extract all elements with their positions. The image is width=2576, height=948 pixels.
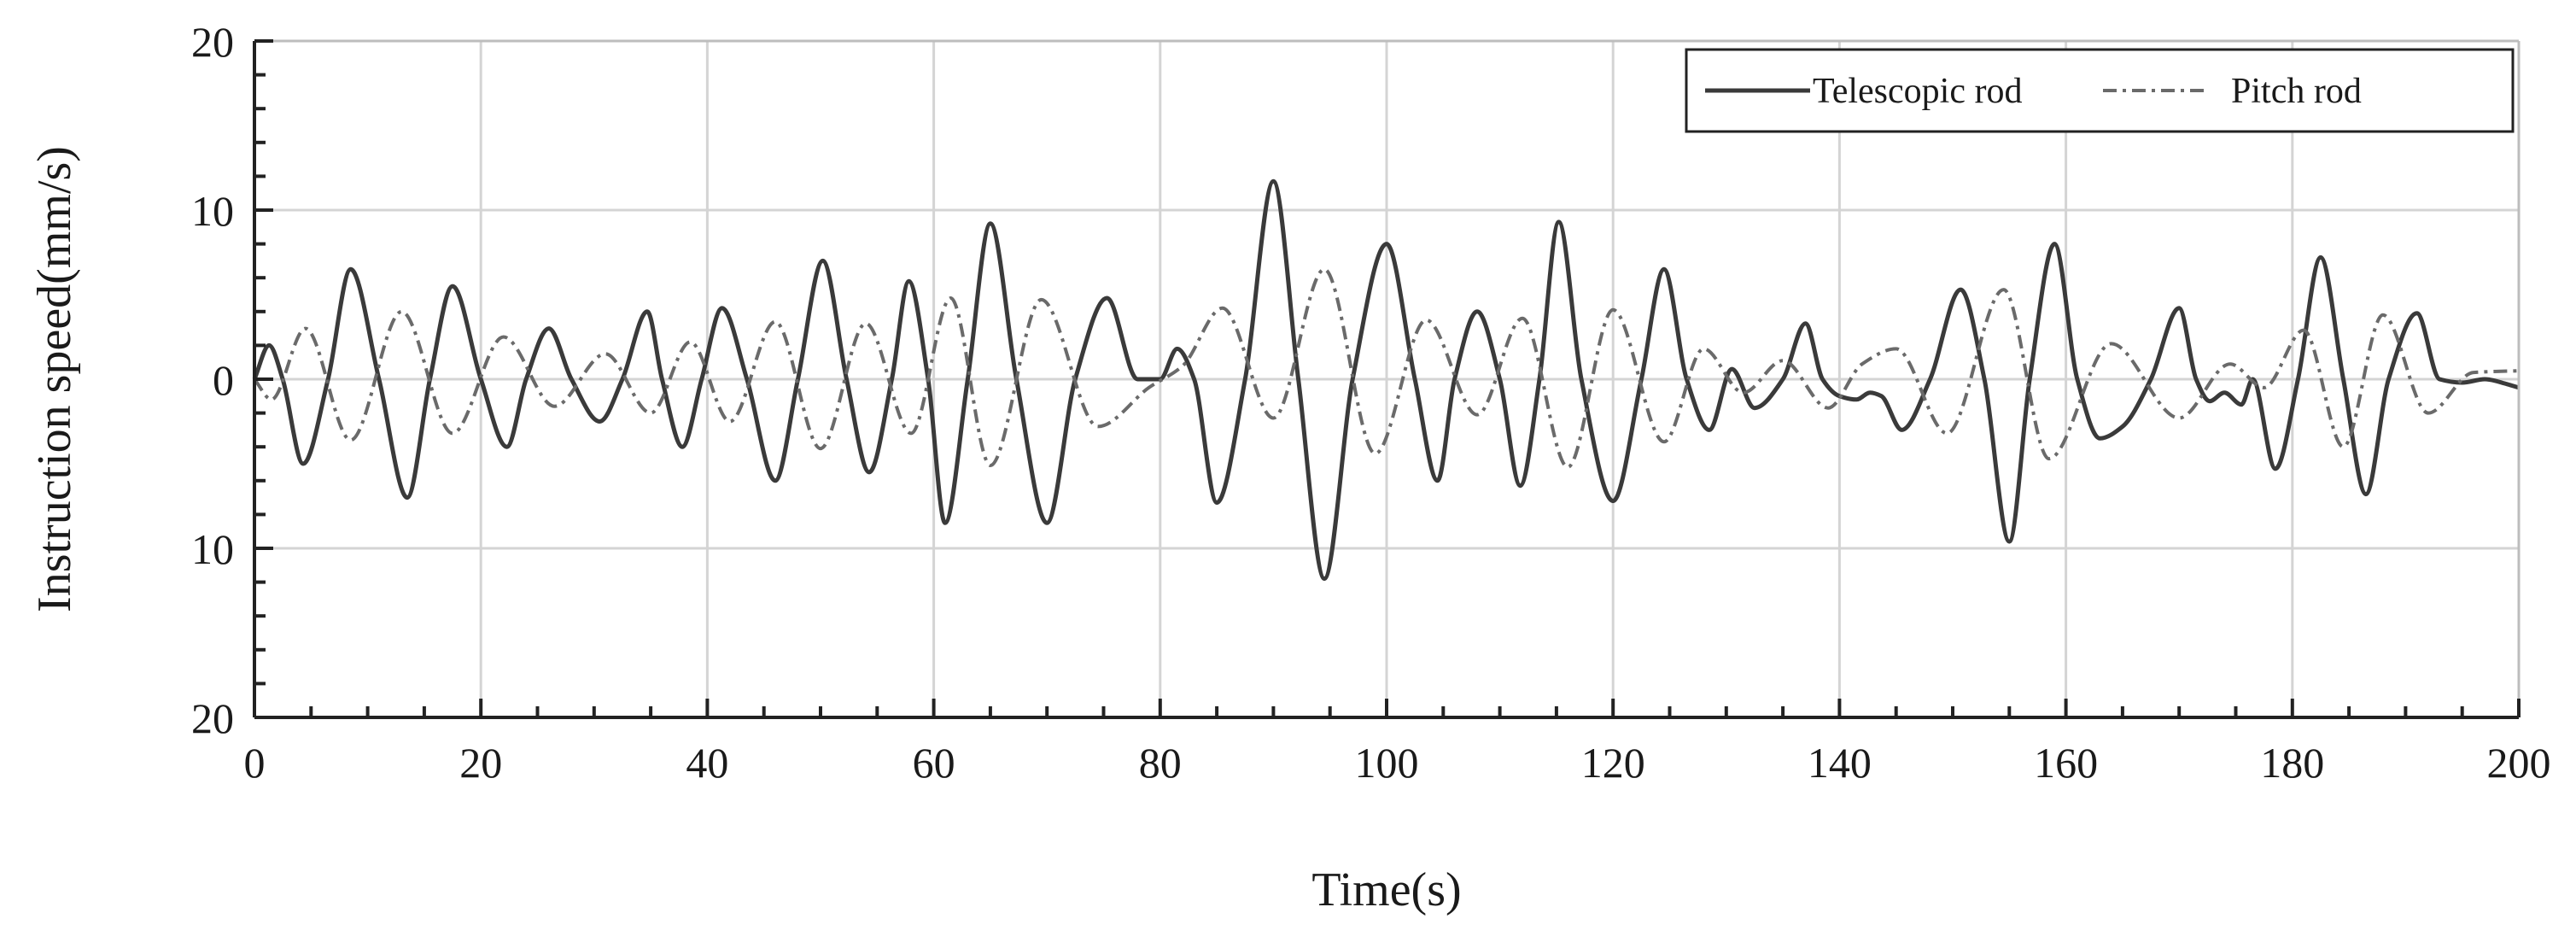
y-tick-label: 10 — [191, 525, 234, 573]
x-tick-label: 20 — [459, 739, 502, 787]
x-tick-label: 0 — [244, 739, 266, 787]
y-axis-title: Instruction speed(mm/s) — [28, 146, 81, 612]
x-tick-label: 40 — [686, 739, 728, 787]
x-tick-label: 120 — [1581, 739, 1645, 787]
x-tick-label: 140 — [1808, 739, 1872, 787]
x-tick-label: 80 — [1139, 739, 1182, 787]
x-tick-label: 200 — [2487, 739, 2551, 787]
legend: Telescopic rod Pitch rod — [1685, 48, 2515, 133]
y-tick-label: 20 — [191, 694, 234, 742]
y-tick-label: 20 — [191, 18, 234, 66]
legend-box — [1685, 48, 2515, 133]
x-axis-title: Time(s) — [1311, 863, 1461, 916]
x-tick-label: 60 — [913, 739, 955, 787]
grid-lines — [254, 39, 2521, 717]
y-tick-label: 10 — [191, 187, 234, 235]
x-tick-label: 160 — [2034, 739, 2098, 787]
x-tick-label: 100 — [1355, 739, 1419, 787]
series-lines — [252, 178, 2520, 582]
series-line-telescopic-rod — [252, 178, 2520, 582]
x-tick-label: 180 — [2260, 739, 2324, 787]
legend-label-pitch-rod: Pitch rod — [2231, 72, 2362, 111]
axes — [253, 39, 2521, 719]
y-tick-label: 0 — [213, 356, 234, 404]
legend-label-telescopic-rod: Telescopic rod — [1813, 72, 2022, 111]
